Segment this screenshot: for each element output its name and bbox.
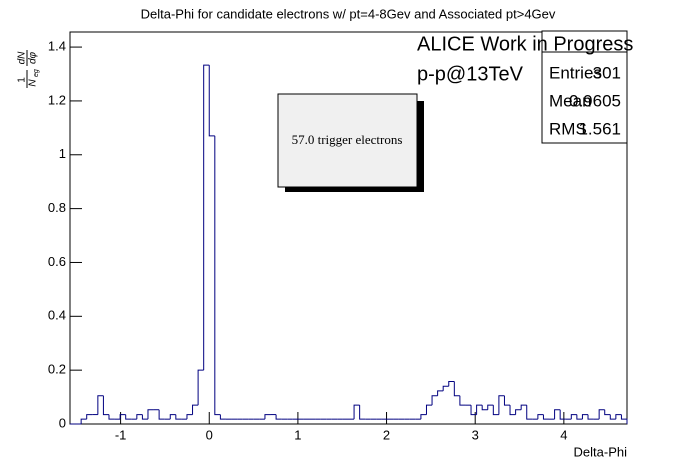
histogram-bin (158, 409, 165, 420)
x-tick-label: -1 (115, 427, 127, 442)
y-label-part: N (28, 79, 39, 87)
histogram-bin (503, 395, 511, 406)
histogram-bin (620, 414, 628, 424)
y-label-part: dφ (28, 51, 39, 64)
frame (69, 31, 628, 425)
y-axis-label: 1 N eg dN dφ (17, 50, 40, 88)
histogram-bin (208, 65, 215, 137)
chart-title: Delta-Phi for candidate electrons w/ pt=… (141, 6, 556, 21)
histogram-bin (186, 414, 193, 420)
histogram-bin (219, 414, 226, 420)
y-tick-label: 0.2 (48, 362, 66, 377)
histogram-bin (136, 414, 143, 420)
histogram-bin (537, 414, 544, 420)
histogram-bin (615, 414, 622, 420)
stats-box (541, 30, 628, 144)
histogram-bin (147, 409, 154, 420)
histogram-bin (604, 409, 611, 416)
stats-label: Mean (549, 91, 592, 110)
y-tick-label: 0.6 (48, 254, 66, 269)
histogram-bin (476, 404, 483, 415)
histogram-bin (570, 414, 577, 420)
histogram-bin (275, 414, 282, 420)
histogram-bin (576, 414, 583, 420)
x-axis-label: Delta-Phi (574, 444, 628, 459)
histogram-bin (102, 395, 109, 416)
histogram-bin (492, 405, 499, 416)
x-tick-label: 2 (383, 427, 390, 442)
histogram-bin (175, 414, 182, 420)
histogram-bin (442, 385, 449, 391)
annotation: 57.0 trigger electrons (292, 132, 403, 147)
y-label-part: 1 (17, 77, 28, 83)
stats-value: 301 (593, 63, 621, 82)
histogram-bin (359, 405, 366, 420)
histogram-bin (498, 395, 505, 415)
y-tick-label: 0 (59, 415, 66, 430)
histogram-bin (214, 135, 221, 416)
histogram-bin (192, 404, 199, 415)
histogram-bin (97, 395, 104, 415)
experiment-label: ALICE Work in Progress (417, 33, 633, 55)
histogram-bin (203, 64, 210, 371)
x-tick-label: 1 (294, 427, 301, 442)
histogram-bin (515, 409, 522, 415)
histogram-bin (448, 380, 455, 387)
y-label-part: eg (33, 69, 40, 77)
histogram-bin (453, 381, 460, 397)
histogram-bin (80, 418, 87, 424)
histogram-bin (526, 405, 533, 420)
histogram-bin (554, 409, 561, 420)
y-label-part: dN (17, 51, 28, 65)
stats-value: 1.561 (578, 119, 621, 138)
histogram-bin (542, 414, 550, 420)
y-tick-label: 1.2 (48, 92, 66, 107)
histogram-bin (425, 404, 433, 415)
histogram-bin (197, 369, 204, 406)
histogram-bin (520, 404, 527, 410)
histogram-bin (108, 414, 115, 420)
histogram-bin (481, 405, 488, 411)
histogram-bin (119, 414, 126, 420)
histogram-bin (598, 409, 605, 420)
x-tick-label: 3 (472, 427, 479, 442)
histogram-bin (353, 404, 360, 420)
histogram-bin (559, 409, 566, 420)
histogram-bin (487, 404, 494, 410)
histogram-bin (437, 390, 444, 396)
histogram-bin (581, 414, 589, 420)
histogram-bin (509, 405, 516, 416)
histogram-bin (587, 414, 594, 420)
histogram-bin (169, 414, 176, 420)
x-tick-label: 0 (206, 427, 213, 442)
histogram-bin (125, 414, 132, 420)
y-tick-label: 0.4 (48, 308, 66, 323)
system-label: p-p@13TeV (417, 63, 524, 85)
y-tick-label: 1 (59, 146, 66, 161)
histogram-bin (86, 414, 93, 420)
histogram-bin (420, 414, 427, 420)
histogram-bin (609, 414, 616, 420)
histogram-bin (470, 405, 477, 416)
histogram-bin (431, 395, 438, 406)
stats-value: 0.9605 (569, 91, 621, 110)
x-tick-label: 4 (560, 427, 567, 442)
y-tick-label: 0.8 (48, 200, 66, 215)
stats-label: RMS (549, 119, 587, 138)
histogram-bin (264, 414, 271, 420)
histogram-bin (141, 414, 148, 420)
y-tick-label: 1.4 (48, 39, 66, 54)
histogram-bin (459, 395, 466, 406)
annotation-box (277, 93, 418, 188)
stats-label: Entries (549, 63, 602, 82)
